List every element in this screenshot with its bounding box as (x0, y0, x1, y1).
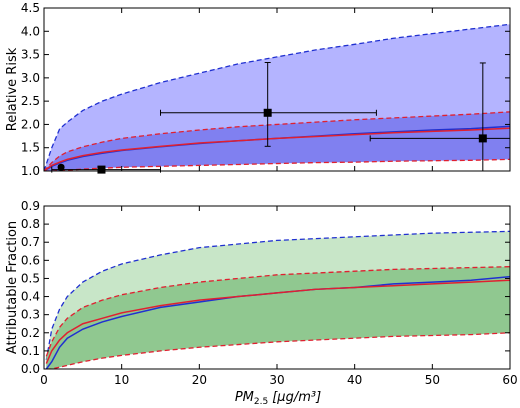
y-tick-label: 0.6 (21, 253, 40, 267)
square-marker (97, 165, 106, 174)
x-axis-label: PM2.5 [μg/m³] (235, 390, 321, 407)
y-tick-label: 0.3 (21, 308, 40, 322)
x-tick-label: 0 (40, 373, 48, 387)
x-tick-label: 60 (502, 373, 517, 387)
y-tick-label: 0.9 (21, 199, 40, 213)
circle-marker (57, 163, 65, 171)
y-tick-label: 2.0 (21, 117, 40, 131)
y-axis-label: Relative Risk (5, 47, 20, 131)
y-tick-label: 3.0 (21, 71, 40, 85)
y-tick-label: 0.0 (21, 362, 40, 376)
series-line (45, 279, 510, 364)
y-tick-label: 3.5 (21, 48, 40, 62)
y-tick-label: 1.5 (21, 141, 40, 155)
square-marker (263, 108, 272, 117)
y-tick-label: 0.5 (21, 271, 40, 285)
y-tick-label: 0.1 (21, 344, 40, 358)
square-marker (478, 134, 487, 143)
y-tick-label: 1.0 (21, 164, 40, 178)
y-tick-label: 0.7 (21, 235, 40, 249)
y-tick-label: 0.4 (21, 290, 40, 304)
confidence-band (44, 111, 510, 171)
series-line (45, 275, 510, 369)
relative-risk-panel: 1.0 1.5 2.0 2.5 3.0 3.5 4.0 4.5 Relative Risk (5, 1, 511, 178)
data-point (51, 165, 161, 174)
x-tick-label: 40 (347, 373, 362, 387)
y-tick-label: 4.5 (21, 1, 40, 15)
band-upper-edge (45, 230, 510, 361)
attributable-fraction-panel: 0.0 0.1 0.2 0.3 0.4 0.5 0.6 0.7 0.8 0.9 0 10 20 30 40 5… (5, 199, 518, 387)
x-tick-label: 20 (192, 373, 207, 387)
band-lower-edge (46, 332, 510, 369)
x-tick-label: 30 (269, 373, 284, 387)
y-tick-label: 0.8 (21, 217, 40, 231)
band-upper-edge (44, 111, 510, 171)
plot-area (44, 23, 510, 171)
data-point (160, 61, 377, 147)
y-axis-label: Attributable Fraction (5, 221, 20, 354)
x-tick-label: 10 (114, 373, 129, 387)
band-lower-edge (44, 158, 510, 171)
y-tick-label: 2.5 (21, 94, 40, 108)
x-tick-label: 50 (425, 373, 440, 387)
confidence-band (46, 266, 510, 369)
y-tick-label: 0.2 (21, 326, 40, 340)
plot-area (45, 230, 510, 369)
band-upper-edge (44, 23, 510, 171)
series-line (44, 127, 510, 171)
y-tick-label: 4.0 (21, 24, 40, 38)
